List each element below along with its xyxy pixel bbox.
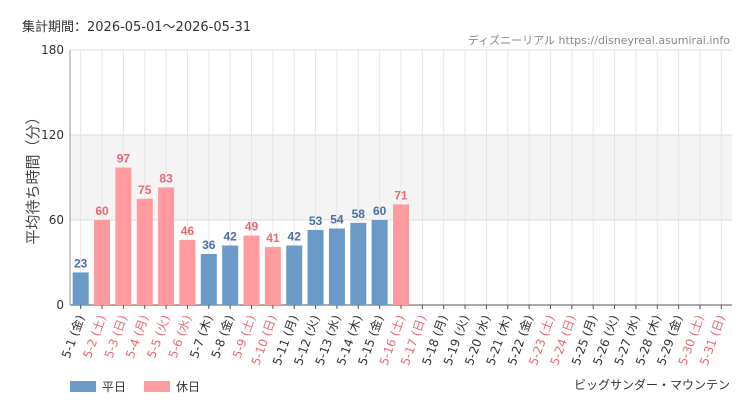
bar — [94, 220, 111, 305]
data-label: 23 — [74, 256, 88, 270]
legend-swatch-holiday — [144, 381, 171, 392]
data-label: 58 — [352, 207, 366, 221]
y-tick-label: 0 — [56, 298, 64, 312]
data-label: 71 — [394, 188, 408, 202]
bar — [393, 204, 409, 305]
legend-label-holiday: 休日 — [176, 380, 201, 394]
data-label: 60 — [373, 204, 387, 218]
data-label: 49 — [245, 220, 259, 234]
bar — [72, 272, 89, 305]
y-tick-label: 120 — [41, 128, 64, 142]
legend-label-weekday: 平日 — [102, 380, 127, 394]
legend: 平日 休日 — [70, 378, 200, 395]
bar — [200, 254, 217, 305]
legend-item-holiday[interactable]: 休日 — [144, 378, 200, 395]
x-tick-labels: 5-1 (金)5-2 (土)5-3 (日)5-4 (月)5-5 (火)5-6 (… — [58, 313, 728, 367]
bar — [115, 167, 132, 305]
data-label: 83 — [159, 171, 173, 185]
bar — [243, 235, 260, 305]
data-labels: 23 60 97 75 83 46 36 42 49 41 42 53 54 58 60 71 — [74, 152, 408, 271]
data-label: 75 — [138, 183, 152, 197]
legend-item-weekday[interactable]: 平日 — [70, 378, 126, 395]
site-credit: ディズニーリアル https://disneyreal.asumirai.inf… — [467, 34, 730, 47]
data-label: 46 — [181, 224, 195, 238]
legend-swatch-weekday — [70, 381, 96, 392]
bar — [179, 239, 196, 305]
bars — [72, 167, 409, 305]
bar — [264, 246, 281, 305]
bar — [350, 222, 367, 305]
bar — [158, 187, 175, 305]
y-tick-label: 180 — [41, 43, 64, 57]
bar — [222, 245, 239, 305]
bar — [371, 220, 388, 305]
data-label: 41 — [266, 231, 280, 245]
data-label: 53 — [309, 214, 323, 228]
bar — [307, 229, 324, 305]
data-label: 60 — [95, 204, 109, 218]
data-label: 36 — [202, 238, 216, 252]
data-label: 42 — [223, 230, 237, 244]
data-label: 97 — [117, 152, 131, 166]
data-label: 54 — [330, 213, 344, 227]
y-tick-label: 60 — [49, 213, 64, 227]
period-label: 集計期間：2026-05-01〜2026-05-31 — [22, 20, 252, 35]
bar — [136, 198, 153, 305]
data-label: 42 — [288, 230, 302, 244]
y-axis-label: 平均待ち時間（分） — [24, 109, 42, 244]
attraction-name: ビッグサンダー・マウンテン — [573, 378, 730, 392]
bar — [328, 228, 345, 305]
bar — [286, 245, 303, 305]
